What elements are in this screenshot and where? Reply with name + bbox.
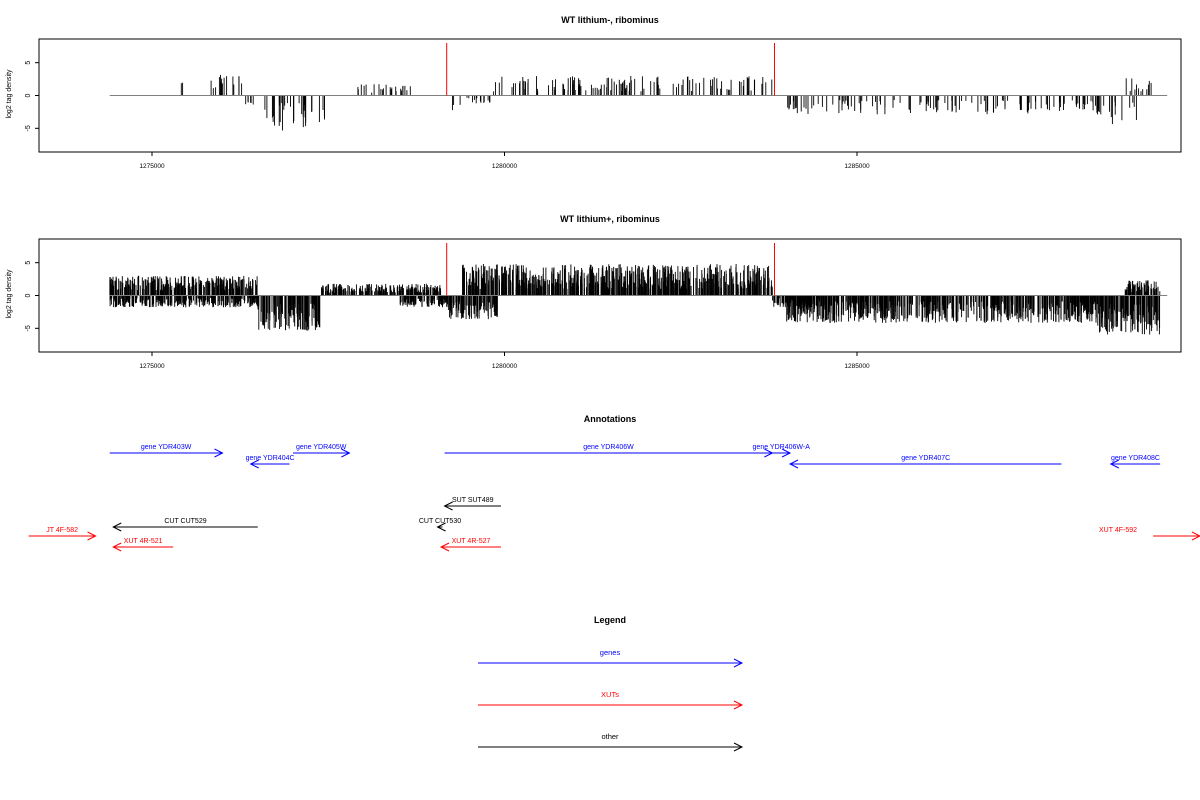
arrowhead [112, 542, 122, 552]
legend-label: XUTs [601, 690, 619, 699]
feature-label: XUT 4R-527 [452, 538, 491, 545]
feature-xut-4r-527: XUT 4R-527 [439, 538, 501, 552]
feature-label: CUT CUT530 [419, 518, 461, 525]
arrowhead [214, 448, 224, 458]
x-tick-label: 1275000 [139, 163, 165, 170]
annotations-title: Annotations [584, 414, 637, 424]
bar-series-10 [1110, 95, 1137, 125]
y-tick-label: -5 [25, 125, 32, 131]
feature-cut-cut530: CUT CUT530 [419, 518, 461, 532]
arrowhead [733, 700, 744, 710]
y-tick-label: -5 [25, 325, 32, 331]
legend-label: genes [600, 648, 621, 657]
bar-series-3 [245, 95, 254, 105]
bar-series-9 [786, 295, 1097, 323]
x-tick-label: 1275000 [139, 363, 165, 370]
bar-series-5 [357, 84, 411, 96]
bar-series-1 [109, 275, 258, 296]
arrowhead [439, 542, 450, 552]
feature-gene-ydr403w: gene YDR403W [109, 444, 224, 458]
bar-series-10 [1096, 295, 1161, 335]
bar-series-11 [1125, 78, 1152, 96]
feature-label: gene YDR406W [583, 444, 634, 451]
bar-series-6 [452, 95, 455, 111]
feature-label: gene YDR404C [246, 455, 295, 462]
bar-series-2 [210, 74, 243, 96]
arrowhead [733, 742, 744, 752]
feature-label: JT 4F-582 [46, 527, 78, 534]
feature-label: XUT 4F-592 [1099, 527, 1137, 534]
y-tick-label: 5 [25, 61, 32, 65]
bar-series-6 [447, 295, 498, 320]
x-tick-label: 1285000 [844, 363, 870, 370]
y-tick-label: 0 [25, 293, 32, 297]
arrowhead [1109, 459, 1120, 469]
feature-xut-4f-592: XUT 4F-592 [1099, 527, 1200, 541]
feature-cut-cut529: CUT CUT529 [112, 518, 258, 532]
y-tick-label: 0 [25, 93, 32, 97]
legend-item-genes: genes [478, 648, 744, 668]
bar-series-4 [264, 95, 325, 131]
feature-gene-ydr407c: gene YDR407C [788, 455, 1062, 469]
feature-label: gene YDR408C [1111, 455, 1160, 462]
bar-series-2 [109, 295, 259, 308]
arrowhead [436, 522, 446, 532]
arrowhead [781, 448, 792, 458]
bar-series-8 [493, 76, 773, 96]
x-tick-label: 1280000 [492, 163, 518, 170]
arrowhead [1191, 531, 1200, 541]
y-tick-label: 5 [25, 261, 32, 265]
arrowhead [341, 448, 351, 458]
panel-2-title: WT lithium+, ribominus [560, 214, 660, 224]
arrowhead [112, 522, 122, 532]
feature-label: gene YDR405W [296, 444, 347, 451]
feature-gene-ydr404c: gene YDR404C [246, 455, 295, 469]
legend-item-other: other [478, 732, 744, 752]
feature-jt-4f-582: JT 4F-582 [28, 527, 97, 541]
arrowhead [87, 531, 97, 541]
feature-gene-ydr405w: gene YDR405W [293, 444, 351, 458]
feature-xut-4r-521: XUT 4R-521 [112, 538, 174, 552]
feature-gene-ydr408c: gene YDR408C [1109, 455, 1161, 469]
bar-series-11 [1124, 280, 1161, 296]
feature-label: SUT SUT489 [452, 497, 494, 504]
x-tick-label: 1285000 [844, 163, 870, 170]
bar-series-3 [257, 295, 321, 331]
x-tick-label: 1280000 [492, 363, 518, 370]
bar-series-7 [462, 264, 773, 296]
bar-series-5 [399, 295, 449, 308]
panel-2-frame [38, 238, 1182, 353]
panel-1-frame [38, 38, 1182, 153]
arrowhead [733, 658, 744, 668]
feature-label: gene YDR403W [141, 444, 192, 451]
panel-2-ylabel: log2 tag density [6, 269, 13, 319]
feature-gene-ydr406w-a: gene YDR406W-A [753, 444, 811, 458]
bar-series-4 [321, 283, 442, 296]
bar-series-7 [459, 95, 491, 105]
arrowhead [788, 459, 799, 469]
legend-panel: Legend genes XUTs other [478, 615, 744, 752]
legend-title: Legend [594, 615, 626, 625]
feature-label: XUT 4R-521 [124, 538, 163, 545]
panel-2: WT lithium+, ribominus log2 tag density … [6, 214, 1182, 370]
feature-sut-sut489: SUT SUT489 [443, 497, 501, 511]
bar-series-9 [787, 95, 1110, 115]
panel-1-ylabel: log2 tag density [6, 69, 13, 119]
legend-label: other [601, 732, 619, 741]
legend-item-xuts: XUTs [478, 690, 744, 710]
arrowhead [443, 501, 453, 511]
feature-label: CUT CUT529 [164, 518, 206, 525]
arrowhead [249, 459, 259, 469]
feature-label: gene YDR407C [901, 455, 950, 462]
feature-label: gene YDR406W-A [753, 444, 811, 451]
panel-1-title: WT lithium-, ribominus [561, 15, 659, 25]
bar-series-1 [180, 82, 184, 96]
feature-gene-ydr406w: gene YDR406W [444, 444, 774, 458]
panel-1: WT lithium-, ribominus log2 tag density … [6, 15, 1182, 170]
